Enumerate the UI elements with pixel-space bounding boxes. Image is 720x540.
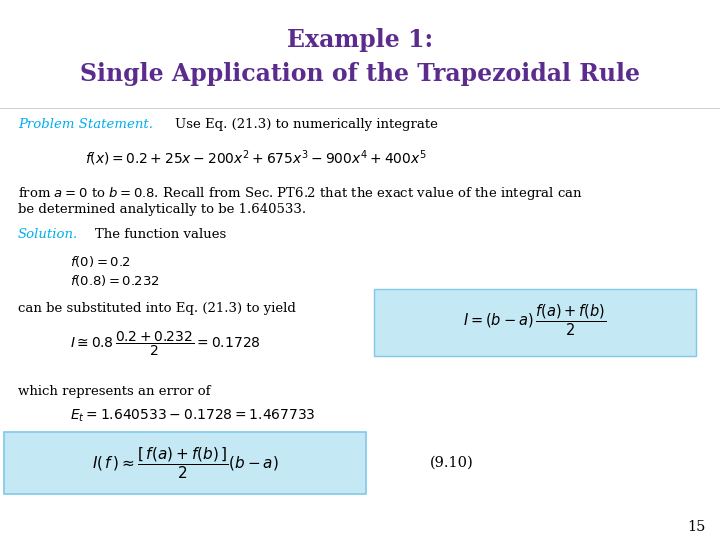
Text: can be substituted into Eq. (21.3) to yield: can be substituted into Eq. (21.3) to yi… <box>18 302 296 315</box>
FancyBboxPatch shape <box>4 432 366 494</box>
Text: $I = (b-a)\,\dfrac{f(a)+f(b)}{2}$: $I = (b-a)\,\dfrac{f(a)+f(b)}{2}$ <box>463 303 607 338</box>
Text: $I \cong 0.8\,\dfrac{0.2+0.232}{2} = 0.1728$: $I \cong 0.8\,\dfrac{0.2+0.232}{2} = 0.1… <box>70 330 261 359</box>
FancyBboxPatch shape <box>374 289 696 356</box>
Text: which represents an error of: which represents an error of <box>18 385 210 398</box>
Text: Problem Statement.: Problem Statement. <box>18 118 153 131</box>
Text: from $a = 0$ to $b = 0.8$. Recall from Sec. PT6.2 that the exact value of the in: from $a = 0$ to $b = 0.8$. Recall from S… <box>18 185 582 202</box>
Text: $f(x) = 0.2 + 25x - 200x^2 + 675x^3 - 900x^4 + 400x^5$: $f(x) = 0.2 + 25x - 200x^2 + 675x^3 - 90… <box>85 148 427 167</box>
Text: $f(0.8) = 0.232$: $f(0.8) = 0.232$ <box>70 273 160 288</box>
Text: be determined analytically to be 1.640533.: be determined analytically to be 1.64053… <box>18 203 306 216</box>
Text: The function values: The function values <box>95 228 226 241</box>
Text: Example 1:: Example 1: <box>287 28 433 52</box>
Text: Single Application of the Trapezoidal Rule: Single Application of the Trapezoidal Ru… <box>80 62 640 86</box>
Text: $f(0) = 0.2$: $f(0) = 0.2$ <box>70 254 131 269</box>
Text: 15: 15 <box>688 520 706 534</box>
Text: $I(\,f\,) \approx \dfrac{[\,f(a)+f(b)\,]}{2}(b-a)$: $I(\,f\,) \approx \dfrac{[\,f(a)+f(b)\,]… <box>91 445 279 481</box>
Text: (9.10): (9.10) <box>430 456 474 470</box>
Text: Use Eq. (21.3) to numerically integrate: Use Eq. (21.3) to numerically integrate <box>175 118 438 131</box>
Text: $E_t = 1.640533 - 0.1728 = 1.467733$: $E_t = 1.640533 - 0.1728 = 1.467733$ <box>70 408 315 424</box>
Text: Solution.: Solution. <box>18 228 78 241</box>
